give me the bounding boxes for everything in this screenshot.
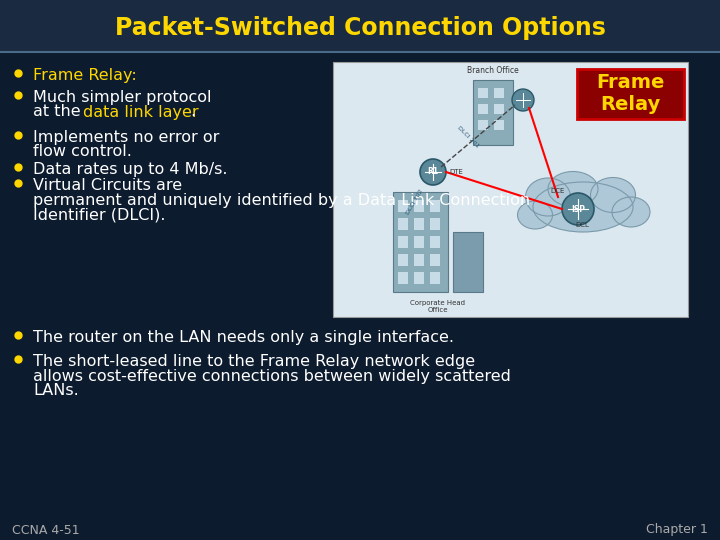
FancyBboxPatch shape bbox=[478, 88, 488, 98]
FancyBboxPatch shape bbox=[430, 236, 440, 248]
Text: ISP: ISP bbox=[571, 205, 585, 213]
FancyBboxPatch shape bbox=[414, 218, 424, 230]
Circle shape bbox=[562, 193, 594, 225]
Text: DLCI 102: DLCI 102 bbox=[406, 188, 424, 215]
FancyBboxPatch shape bbox=[414, 272, 424, 284]
Text: data link layer: data link layer bbox=[83, 105, 199, 119]
Text: allows cost-effective connections between widely scattered: allows cost-effective connections betwee… bbox=[33, 368, 511, 383]
FancyBboxPatch shape bbox=[430, 272, 440, 284]
Text: Data rates up to 4 Mb/s.: Data rates up to 4 Mb/s. bbox=[33, 162, 228, 177]
Text: permanent and uniquely identified by a Data Link Connection: permanent and uniquely identified by a D… bbox=[33, 192, 530, 207]
Text: DTE: DTE bbox=[449, 169, 463, 175]
Circle shape bbox=[420, 159, 446, 185]
FancyBboxPatch shape bbox=[478, 120, 488, 130]
FancyBboxPatch shape bbox=[398, 200, 408, 212]
Ellipse shape bbox=[548, 172, 598, 206]
FancyBboxPatch shape bbox=[577, 69, 684, 119]
Text: .: . bbox=[190, 105, 195, 119]
FancyBboxPatch shape bbox=[430, 254, 440, 266]
FancyBboxPatch shape bbox=[494, 88, 504, 98]
Text: DCL: DCL bbox=[575, 222, 589, 228]
Text: R1: R1 bbox=[428, 167, 438, 177]
Text: DLCI 201: DLCI 201 bbox=[456, 125, 480, 149]
Text: flow control.: flow control. bbox=[33, 145, 132, 159]
Text: The short-leased line to the Frame Relay network edge: The short-leased line to the Frame Relay… bbox=[33, 354, 475, 369]
FancyBboxPatch shape bbox=[414, 200, 424, 212]
FancyBboxPatch shape bbox=[478, 104, 488, 114]
Text: Implements no error or: Implements no error or bbox=[33, 130, 220, 145]
Text: Packet-Switched Connection Options: Packet-Switched Connection Options bbox=[114, 16, 606, 40]
Text: Branch Office: Branch Office bbox=[467, 66, 519, 75]
FancyBboxPatch shape bbox=[398, 218, 408, 230]
Text: CCNA 4-51: CCNA 4-51 bbox=[12, 523, 80, 537]
Ellipse shape bbox=[533, 182, 633, 232]
FancyBboxPatch shape bbox=[414, 236, 424, 248]
Ellipse shape bbox=[526, 178, 570, 216]
Ellipse shape bbox=[590, 178, 636, 213]
Text: DCE: DCE bbox=[551, 188, 565, 194]
Text: Much simpler protocol: Much simpler protocol bbox=[33, 90, 212, 105]
FancyBboxPatch shape bbox=[398, 254, 408, 266]
FancyBboxPatch shape bbox=[398, 272, 408, 284]
FancyBboxPatch shape bbox=[398, 236, 408, 248]
Text: Virtual Circuits are: Virtual Circuits are bbox=[33, 178, 182, 193]
Circle shape bbox=[512, 89, 534, 111]
Text: Chapter 1: Chapter 1 bbox=[646, 523, 708, 537]
Text: Corporate Head
Office: Corporate Head Office bbox=[410, 300, 466, 314]
FancyBboxPatch shape bbox=[430, 218, 440, 230]
Text: LANs.: LANs. bbox=[33, 383, 78, 398]
Ellipse shape bbox=[518, 201, 552, 229]
Text: Identifier (DLCI).: Identifier (DLCI). bbox=[33, 207, 166, 222]
Text: Frame Relay:: Frame Relay: bbox=[33, 68, 137, 83]
FancyBboxPatch shape bbox=[453, 232, 483, 292]
Text: The router on the LAN needs only a single interface.: The router on the LAN needs only a singl… bbox=[33, 330, 454, 345]
FancyBboxPatch shape bbox=[430, 200, 440, 212]
Text: Frame
Relay: Frame Relay bbox=[596, 73, 665, 114]
FancyBboxPatch shape bbox=[333, 62, 688, 317]
FancyBboxPatch shape bbox=[494, 120, 504, 130]
Ellipse shape bbox=[612, 197, 650, 227]
FancyBboxPatch shape bbox=[414, 254, 424, 266]
FancyBboxPatch shape bbox=[473, 80, 513, 145]
FancyBboxPatch shape bbox=[494, 104, 504, 114]
Text: at the: at the bbox=[33, 105, 86, 119]
FancyBboxPatch shape bbox=[393, 192, 448, 292]
FancyBboxPatch shape bbox=[0, 0, 720, 52]
